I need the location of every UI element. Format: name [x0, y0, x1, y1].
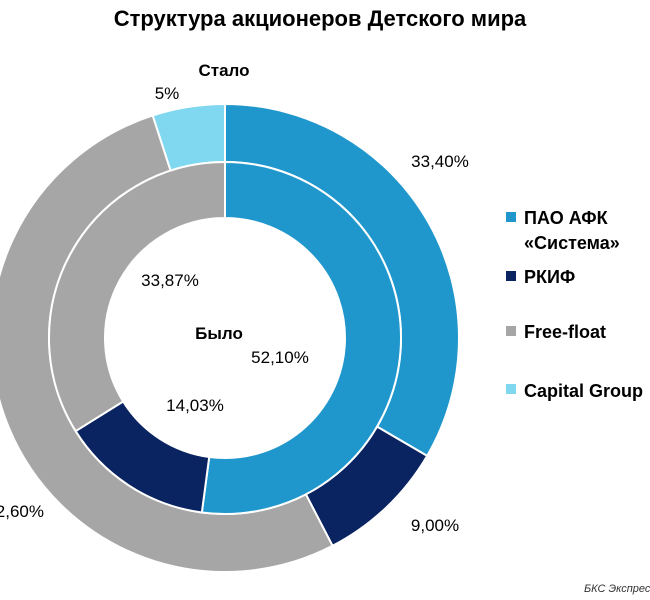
inner-slice-freefloat: [48, 160, 226, 433]
chart-title: Структура акционеров Детского мира: [114, 6, 527, 31]
legend-label-rkif: РКИФ: [524, 267, 575, 287]
inner-slice-afk: [200, 160, 402, 515]
legend-label-afk-line2: «Система»: [524, 233, 620, 253]
legend-swatch-freefloat: [506, 326, 516, 336]
legend: ПАО АФК «Система» РКИФ Free-float Capita…: [506, 208, 643, 401]
legend-label-afk-line1: ПАО АФК: [524, 208, 609, 228]
data-label-outer-rkif: 9,00%: [411, 516, 459, 535]
data-label-outer-capital: 5%: [155, 84, 180, 103]
source-note: БКС Экспресс: [584, 583, 650, 595]
data-label-inner-rkif: 14,03%: [166, 396, 224, 415]
data-label-inner-afk: 52,10%: [251, 348, 309, 367]
legend-swatch-rkif: [506, 271, 516, 281]
data-label-outer-afk: 33,40%: [411, 152, 469, 171]
legend-label-freefloat: Free-float: [524, 322, 606, 342]
outer-ring-label: Стало: [198, 61, 249, 80]
inner-ring-label: Было: [195, 324, 243, 343]
legend-swatch-afk: [506, 212, 516, 222]
legend-swatch-capital: [506, 384, 516, 394]
legend-label-capital: Capital Group: [524, 381, 643, 401]
data-label-outer-freefloat: 52,60%: [0, 502, 44, 521]
inner-ring: [48, 160, 402, 515]
data-label-inner-freefloat: 33,87%: [141, 271, 199, 290]
